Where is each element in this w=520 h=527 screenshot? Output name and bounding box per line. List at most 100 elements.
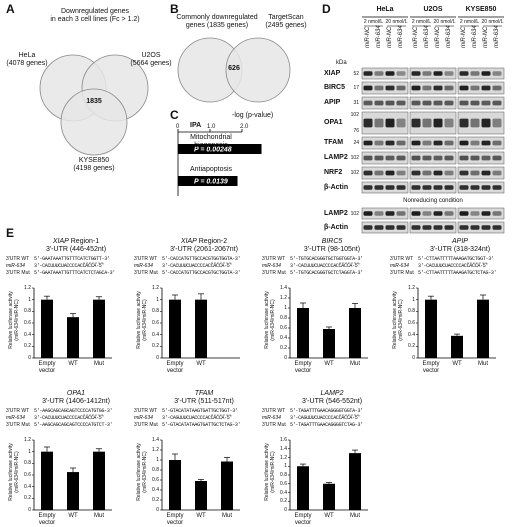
blot-protein-label: LAMP2 [324,209,348,217]
blot-band [459,225,469,230]
blot-band [385,225,395,230]
blot-strip [361,151,409,165]
blot-band [470,85,480,91]
blot-strip [457,111,505,135]
blot-band [481,225,491,230]
blot-kda-marker: 24 [353,140,359,146]
luc-utr-label: 3'-UTR (1406-1412nt) [42,398,110,405]
luc-category-label: WT [452,361,462,367]
blot-band [459,211,469,216]
blot-band [363,118,373,128]
panel-d-western-blot: HeLa U2OS KYSE850 2 nmol/L 20 nmol/L miR-NC mi… [0,0,520,234]
blot-band [422,118,432,128]
blot-band [492,225,502,230]
seq-text: 5'-TAGATTTGAACAGGGGTGGTA-3' [290,408,363,414]
luc-panel-title: LAMP2 [282,390,382,398]
luc-ytick-label: 0.2 [152,343,159,350]
luc-ylabel: Relative luciferase activity (miR-634/mi… [264,443,276,501]
luc-ytick-label: 0 [156,355,159,361]
luc-ytick-label: 0 [28,355,31,361]
luc-bar [297,308,309,358]
blot-band [492,85,502,91]
blot-band [396,185,406,190]
luc-ytick-label: 1 [412,296,415,303]
blot-band [492,140,502,146]
luc-gene-name: XIAP [52,238,69,245]
blot-band [481,118,491,128]
blot-strip [361,181,409,194]
seq-text: 5'-GAATAAATTGTTTCATCTCTAGCA-3' [34,270,116,276]
luc-bar [41,451,53,510]
blot-strip [409,207,457,220]
panel-c-xtick-2: 2.0 [240,124,249,130]
panel-c-bar [178,176,238,186]
luc-ytick-label: 0.4 [152,331,159,338]
luc-ytick-label: 0.2 [24,495,31,502]
luc-ytick-label: 1.2 [408,285,415,291]
blot-band [374,85,384,91]
luc-ytick-label: 1.2 [280,295,287,301]
luc-gene-name: OPA1 [66,390,86,397]
blot-band [433,211,443,216]
luc-panel-title: OPA1 [26,390,126,398]
blot-strip [457,67,505,80]
blot-band [396,211,406,216]
blot-kda-marker: 102 [350,112,359,118]
venn-a-intersection: 1835 [86,98,102,105]
seq-row-label: 3'UTR Mut [390,270,414,276]
luc-region: Region-1 [68,238,100,245]
blot-band [374,100,384,106]
luc-ytick-label: 0.8 [152,467,159,473]
blot-strip [361,221,409,234]
venn-a-set-3-count: (4198 genes) [73,165,115,172]
luc-utr-label: 3'-UTR (546-552nt) [301,398,363,405]
blot-band [411,155,421,161]
luc-panel-title: XIAP Region-1 [26,238,126,246]
blot-band [444,71,454,76]
seq-text: 5'-TGTGCACGGGTGCTGGTGGTA-3' [290,256,363,262]
luc-bar [451,335,463,358]
blot-band [470,100,480,106]
luc-utr-label: 3'-UTR (2061-2067nt) [170,246,238,253]
blot-band [433,170,443,176]
luc-category-label: Mut [349,361,360,367]
blot-band [411,140,421,146]
luc-ytick-label: 0.2 [408,343,415,350]
luc-bar [93,299,105,358]
blot-band [470,155,480,161]
luc-ytick-label: 0.6 [152,477,159,483]
blot-protein-label: β-Actin [324,183,349,191]
luc-gene-name: TFAM [194,390,214,397]
luc-ytick-label: 1 [284,463,287,470]
blot-band [385,140,395,146]
panel-c-xlabel: -log (p-value) [232,112,274,119]
panel-c-title: IPA [190,122,202,129]
blot-strip [361,67,409,80]
blot-strip [457,181,505,194]
cell-line-header: HeLa [376,6,394,13]
blot-band [481,170,491,176]
blot-band [363,140,373,146]
seq-text: 5'-CTTAATTTTTAAAGATGCTCTAG-3' [418,270,497,276]
blot-band [433,85,443,91]
seq-text: 5'-CTTAATTTTTAAAGATGCTGGT-3' [418,256,494,262]
venn-a-set-2-name: U2OS [141,52,161,59]
luc-bar [41,299,53,358]
panel-e-letter: E [6,226,15,240]
blot-band [433,118,443,128]
venn-a-set-1: HeLa (4078 genes) [2,52,52,68]
seq-row-label: miR-634 [390,263,409,269]
blot-band [385,155,395,161]
luc-ytick-label: 1.2 [24,285,31,291]
luc-bar [93,451,105,510]
luc-bar [323,329,335,358]
blot-band [422,170,432,176]
luc-ylabel: Relative luciferase activity (miR-634/mi… [8,443,20,501]
blot-strip [409,96,457,110]
venn-b-left-label: Commonly downregulated genes (1835 genes… [176,14,258,29]
blot-kda-marker: 31 [353,100,359,106]
luc-category-label: WT [324,361,334,367]
dose-label: 2 nmol/L [411,19,432,25]
blot-band [481,85,491,91]
